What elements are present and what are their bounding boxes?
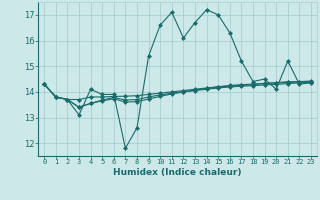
X-axis label: Humidex (Indice chaleur): Humidex (Indice chaleur) — [113, 168, 242, 177]
